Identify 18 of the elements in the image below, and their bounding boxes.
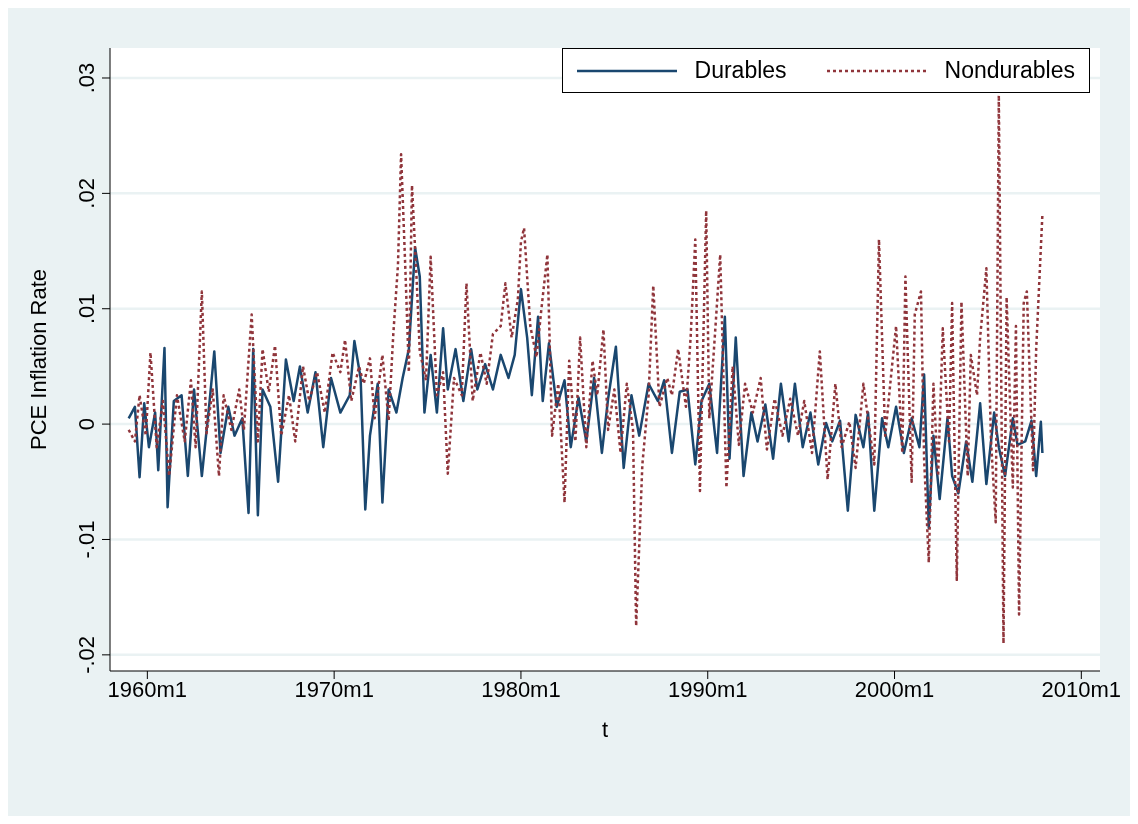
- y-tick-label: .02: [74, 178, 99, 209]
- y-tick-label: 0: [74, 417, 99, 431]
- legend-label: Durables: [694, 57, 787, 84]
- line-series: [127, 246, 1044, 530]
- x-tick-label: 2010m1: [1041, 676, 1122, 702]
- x-axis-title: t: [601, 717, 609, 742]
- x-tick-label: 1960m1: [107, 676, 188, 702]
- x-tick-label: 1980m1: [481, 676, 561, 702]
- y-tick-label: .01: [74, 293, 99, 325]
- x-tick-label: 2000m1: [854, 676, 935, 702]
- line-series: [127, 94, 1044, 645]
- y-tick-label: -.01: [74, 520, 99, 559]
- legend-label: Nondurables: [944, 57, 1075, 84]
- x-tick-label: 1970m1: [294, 676, 374, 702]
- y-tick-label: .03: [74, 62, 99, 94]
- y-axis-title: PCE Inflation Rate: [25, 269, 51, 450]
- y-tick-label: -.02: [74, 635, 99, 674]
- x-tick-label: 1990m1: [667, 676, 748, 702]
